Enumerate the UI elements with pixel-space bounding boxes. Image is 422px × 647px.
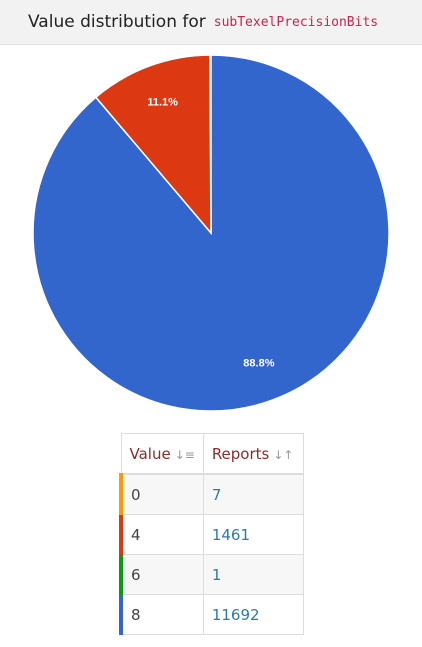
reports-cell[interactable]: 1461	[202, 514, 304, 555]
sort-icon: ↓↑	[273, 447, 294, 462]
header-code: subTexelPrecisionBits	[213, 14, 379, 30]
column-title: Reports	[211, 444, 270, 463]
header: Value distribution for subTexelPrecision…	[0, 0, 422, 45]
pie-slice	[94, 54, 212, 236]
table-body: 0 7 4 1461 6 1 8 11692	[118, 473, 304, 635]
slice-label: 88.8%	[243, 357, 274, 369]
value-cell: 8	[118, 594, 204, 635]
column-title: Value	[129, 444, 171, 463]
slice-label: 11.1%	[147, 97, 178, 109]
value-cell: 6	[118, 554, 204, 595]
table-row: 4 1461	[118, 514, 304, 555]
value-cell: 0	[118, 473, 204, 515]
reports-cell[interactable]: 1	[202, 554, 304, 595]
sort-icon: ↓≡	[174, 447, 195, 462]
header-title: Value distribution for	[28, 12, 206, 32]
reports-cell[interactable]: 7	[202, 473, 304, 515]
pie-chart: 88.8% 11.1%	[32, 54, 390, 412]
reports-cell[interactable]: 11692	[202, 594, 304, 635]
table-row: 8 11692	[118, 594, 304, 635]
column-header[interactable]: Value ↓≡	[120, 433, 204, 475]
table-header: Value ↓≡ Reports ↓↑	[120, 433, 304, 475]
value-cell: 4	[118, 514, 204, 555]
column-header[interactable]: Reports ↓↑	[202, 433, 304, 475]
value-table: Value ↓≡ Reports ↓↑ 0 7 4 1461 6 1 8 11692	[118, 433, 304, 635]
